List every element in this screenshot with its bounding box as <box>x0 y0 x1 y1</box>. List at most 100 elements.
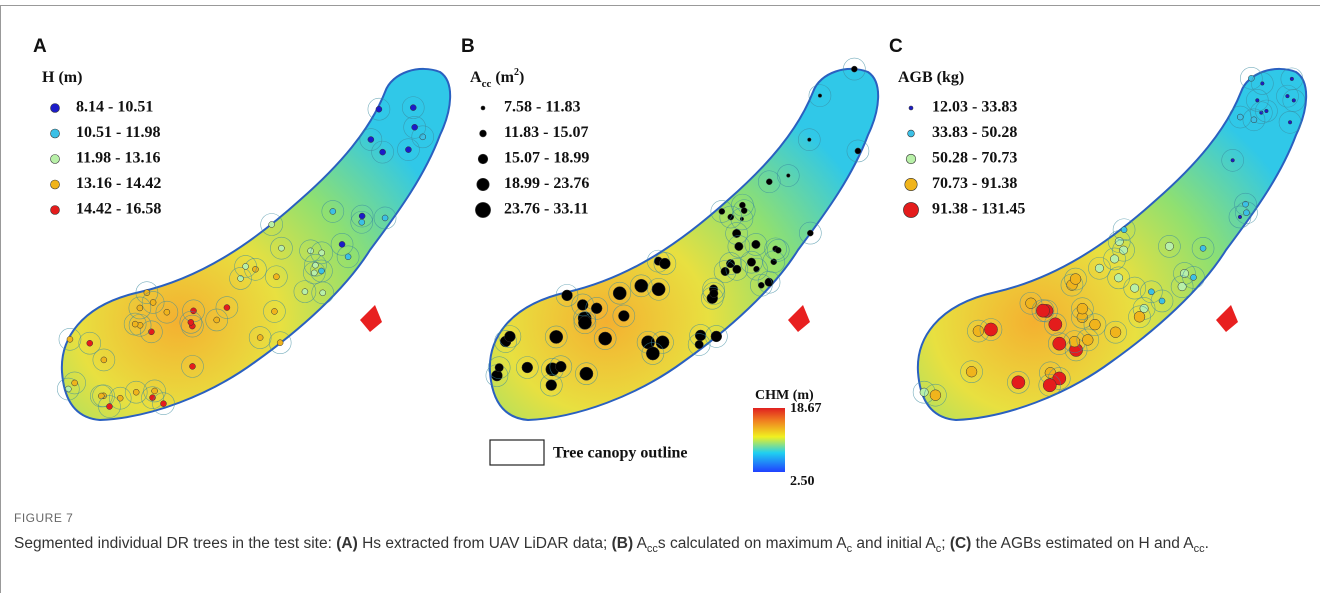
tree-marker <box>973 326 984 337</box>
tree-marker <box>1288 120 1292 124</box>
tree-marker <box>405 147 411 153</box>
tree-marker <box>1251 117 1257 123</box>
tree-marker <box>578 316 591 329</box>
tree-marker <box>710 289 718 297</box>
tree-marker <box>189 363 195 369</box>
tree-marker <box>775 247 781 253</box>
tree-marker <box>754 266 760 272</box>
tree-marker <box>930 390 941 401</box>
tree-marker <box>188 319 194 325</box>
legend-marker <box>908 130 915 137</box>
tree-marker <box>966 366 977 377</box>
tree-marker <box>214 317 220 323</box>
tree-marker <box>144 290 150 296</box>
page: A H (m) 8.14 - 10.51 10.51 - 11.98 11.98 - 1… <box>0 0 1322 603</box>
legend-marker <box>475 202 490 217</box>
legend-label: 8.14 - 10.51 <box>76 99 153 116</box>
tree-marker <box>1286 94 1290 98</box>
legend-label: 10.51 - 11.98 <box>76 124 160 141</box>
tree-marker <box>273 274 279 280</box>
tree-marker <box>271 308 277 314</box>
tree-marker <box>1180 269 1188 277</box>
tree-marker <box>984 323 997 336</box>
legend-title-part: H (m) <box>42 69 82 86</box>
tree-marker <box>1200 245 1206 251</box>
tree-marker <box>1012 376 1025 389</box>
tree-marker <box>164 309 170 315</box>
tree-marker <box>1256 99 1260 103</box>
legend-marker <box>480 130 487 137</box>
tree-marker <box>1231 159 1235 163</box>
tree-marker <box>1049 318 1062 331</box>
tree-marker <box>562 290 573 301</box>
caption-segment: and initial A <box>852 535 936 552</box>
panel: BAcc (m2)7.58 - 11.8311.83 - 15.0715.07 … <box>461 36 878 420</box>
tree-marker <box>855 148 861 154</box>
tree-marker <box>1114 274 1122 282</box>
tree-marker <box>580 367 593 380</box>
tree-marker <box>1248 75 1254 81</box>
caption-segment: Segmented individual DR trees in the tes… <box>14 535 336 552</box>
tree-marker <box>1043 379 1056 392</box>
tree-marker <box>1292 99 1296 103</box>
tree-marker <box>495 363 503 371</box>
caption-segment: . <box>1205 535 1209 552</box>
tree-marker <box>410 105 416 111</box>
tree-marker <box>1148 289 1154 295</box>
tree-marker <box>1082 335 1093 346</box>
tree-marker <box>659 258 670 269</box>
tree-marker <box>807 230 813 236</box>
legend-label: 33.83 - 50.28 <box>932 124 1017 141</box>
tree-marker <box>711 331 722 342</box>
tree-marker <box>739 202 745 208</box>
tree-marker <box>1238 215 1242 219</box>
tree-marker <box>1070 274 1081 285</box>
tree-marker <box>1261 82 1265 86</box>
legend-title-part: AGB (kg) <box>898 69 964 86</box>
legend-marker <box>906 154 916 164</box>
panel-letter: B <box>461 36 475 57</box>
tree-marker <box>152 388 158 394</box>
tree-marker <box>330 208 336 214</box>
tree-marker <box>320 290 326 296</box>
tree-marker <box>1134 311 1145 322</box>
tree-marker <box>368 137 374 143</box>
tree-marker <box>318 268 324 274</box>
tree-marker <box>117 395 123 401</box>
legend-title: AGB (kg) <box>898 69 964 86</box>
tree-marker <box>1178 282 1186 290</box>
tree-marker <box>546 380 557 391</box>
tree-marker <box>311 270 317 276</box>
caption-segment: (A) <box>336 535 358 552</box>
tree-marker <box>1036 304 1049 317</box>
panel-letter: A <box>33 36 47 57</box>
legend-marker <box>51 129 60 138</box>
tree-marker <box>851 66 857 72</box>
tree-marker <box>133 389 139 395</box>
tree-marker <box>741 208 747 214</box>
tree-marker <box>243 263 249 269</box>
tree-marker <box>591 303 602 314</box>
tree-marker <box>72 380 78 386</box>
legend-label: 11.98 - 13.16 <box>76 150 160 167</box>
tree-marker <box>98 393 104 399</box>
tree-marker <box>359 213 365 219</box>
tree-marker <box>758 282 764 288</box>
map <box>57 69 450 420</box>
tree-marker <box>1237 114 1243 120</box>
tree-marker <box>302 289 308 295</box>
canopy-legend: Tree canopy outline <box>553 445 688 462</box>
tree-marker <box>728 214 734 220</box>
caption-segment: the AGBs estimated on H and A <box>971 535 1193 552</box>
legend-label: 15.07 - 18.99 <box>504 150 589 167</box>
tree-marker <box>522 362 533 373</box>
tree-marker <box>150 299 156 305</box>
legend-title: H (m) <box>42 69 82 86</box>
legend-marker <box>51 155 60 164</box>
caption-segment: Hs extracted from UAV LiDAR data; <box>358 535 612 552</box>
chm-colorbar <box>753 408 785 472</box>
tree-marker <box>359 219 365 225</box>
tree-marker <box>1243 210 1249 216</box>
caption-segment: (B) <box>612 535 634 552</box>
legend-title-part: (m <box>491 69 514 86</box>
